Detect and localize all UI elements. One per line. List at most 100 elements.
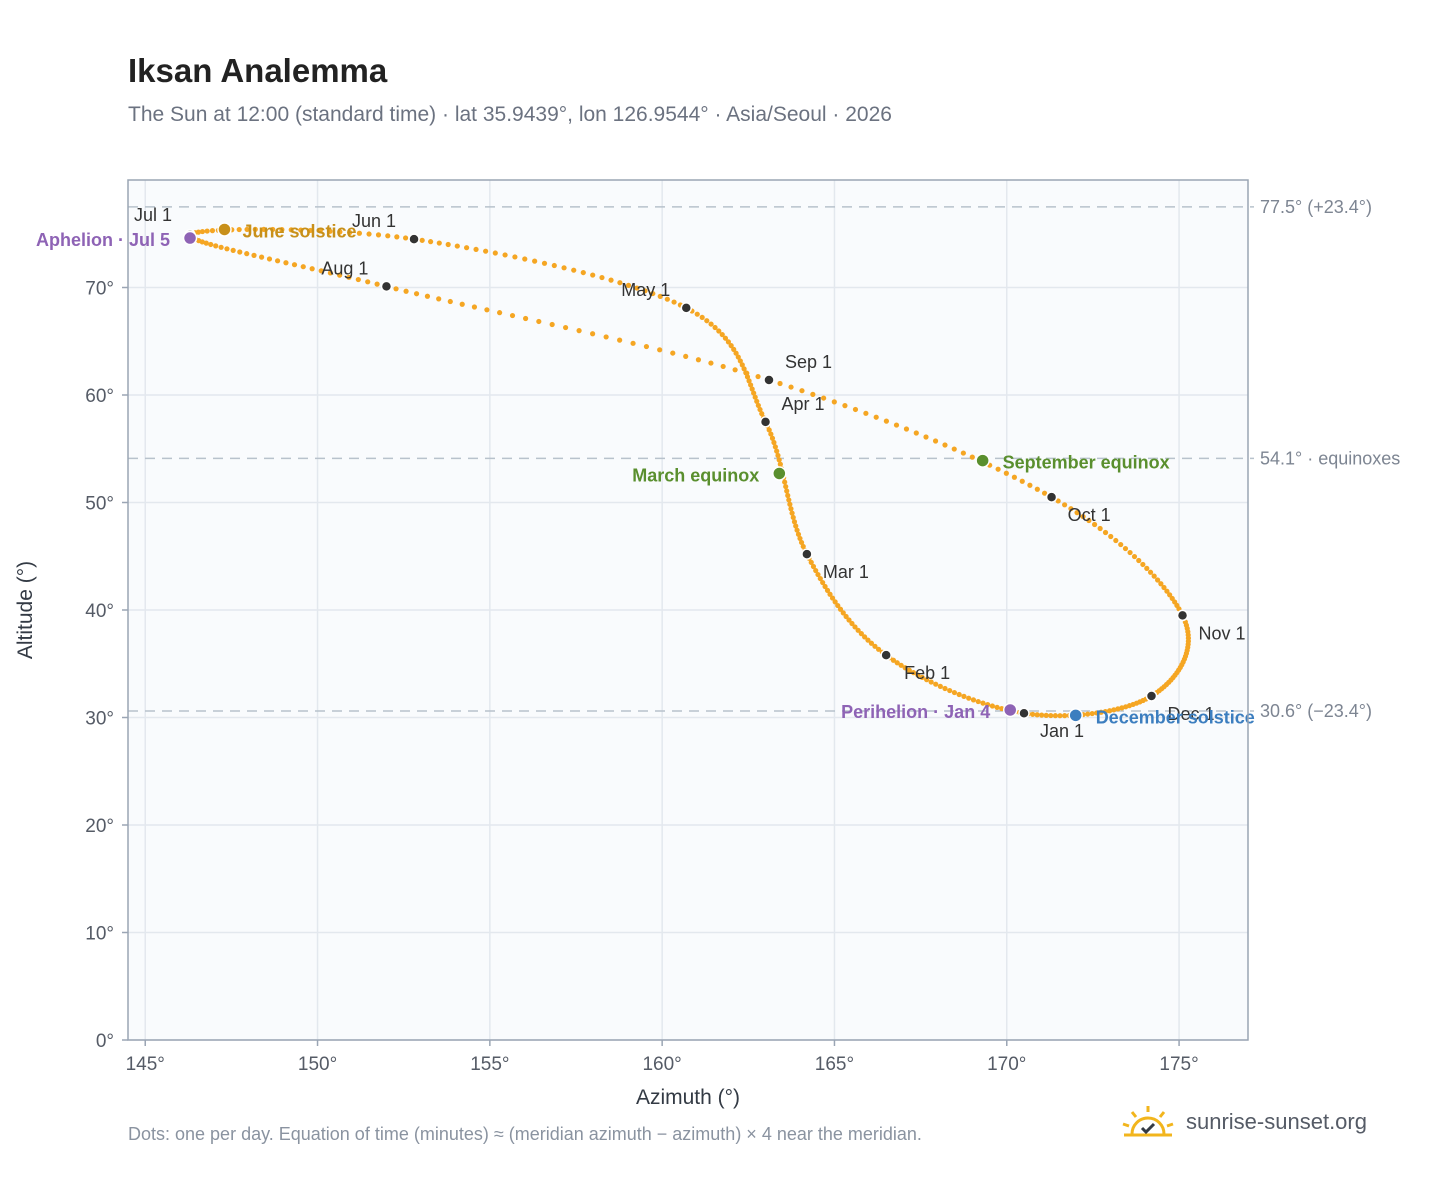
day-dot	[790, 514, 796, 521]
day-dot	[1089, 710, 1095, 717]
day-dot	[346, 274, 352, 280]
day-dot	[712, 324, 718, 331]
day-dot	[793, 523, 799, 529]
day-dot	[694, 311, 700, 317]
month-label: Aug 1	[321, 258, 368, 278]
day-dot	[695, 357, 702, 363]
day-dot	[1115, 706, 1121, 712]
event-label: December solstice	[1096, 707, 1255, 727]
day-dot	[835, 602, 841, 609]
day-dot	[484, 307, 490, 313]
y-tick-label: 10°	[85, 924, 114, 945]
day-dot	[843, 613, 849, 620]
day-dot	[883, 418, 890, 424]
event-marker	[975, 453, 990, 468]
day-dot	[774, 448, 780, 454]
day-dot	[419, 237, 425, 243]
reference-lines: 77.5° (+23.4°) 54.1° · equinoxes 30.6° (−2…	[128, 197, 1400, 721]
day-dot	[617, 337, 623, 343]
day-dot	[1119, 705, 1125, 711]
day-dot	[244, 251, 250, 257]
day-dot	[728, 343, 734, 349]
day-dot	[924, 677, 930, 683]
day-dot	[989, 703, 996, 709]
day-dot	[300, 264, 306, 270]
day-dot	[754, 398, 760, 404]
day-dot	[777, 461, 783, 467]
day-dot	[657, 293, 663, 299]
grid-lines	[128, 180, 1248, 1041]
month-label: Nov 1	[1199, 623, 1246, 643]
event-marker	[1002, 702, 1018, 718]
day-dot	[815, 571, 821, 578]
brand-logo[interactable]: sunrise-sunset.org	[1120, 1100, 1367, 1144]
day-dot	[599, 274, 605, 281]
day-dot	[497, 310, 503, 316]
day-dot	[820, 579, 826, 586]
day-dot	[719, 331, 725, 338]
day-dot	[863, 410, 869, 416]
day-dot	[642, 288, 648, 294]
day-dot	[291, 262, 298, 268]
day-dot	[751, 390, 757, 396]
day-dot	[810, 563, 817, 570]
day-dot	[942, 685, 948, 692]
day-dot	[436, 240, 442, 246]
day-dot	[846, 617, 852, 623]
month-label: Jul 1	[134, 205, 172, 225]
day-dot	[985, 702, 991, 708]
day-dot	[951, 689, 958, 696]
day-dot	[1085, 711, 1091, 717]
analemma-path	[187, 226, 1192, 719]
day-dot	[347, 229, 353, 236]
month-marker	[801, 548, 813, 560]
day-dot	[1127, 549, 1133, 556]
day-dot	[766, 427, 772, 433]
day-dot	[755, 373, 761, 380]
day-dot	[1102, 529, 1109, 536]
day-dot	[1147, 569, 1154, 575]
day-dot	[862, 634, 868, 640]
day-dot	[810, 391, 816, 397]
day-dot	[720, 363, 726, 370]
day-dot	[266, 256, 273, 262]
day-dot	[218, 244, 224, 250]
month-marker	[408, 233, 420, 245]
day-dot	[875, 646, 882, 652]
day-dot	[318, 268, 324, 274]
day-dot	[970, 697, 977, 703]
day-dot	[910, 670, 917, 676]
day-dot	[1144, 565, 1150, 571]
day-dot	[270, 226, 276, 233]
day-dot	[576, 328, 582, 334]
day-dot	[855, 627, 861, 633]
y-tick-label: 70°	[85, 279, 114, 300]
day-dot	[1086, 517, 1092, 524]
day-dot	[1034, 712, 1040, 718]
day-dot	[961, 693, 967, 699]
day-dot	[1057, 713, 1063, 719]
day-dot	[445, 241, 451, 248]
reference-line-label: 54.1° · equinoxes	[1260, 448, 1400, 468]
footer-note: Dots: one per day. Equation of time (min…	[128, 1124, 922, 1144]
event-label: Perihelion · Jan 4	[841, 702, 990, 722]
day-dot	[1094, 710, 1100, 716]
day-dot	[894, 660, 900, 666]
month-label: May 1	[621, 280, 670, 300]
day-dot	[716, 328, 722, 334]
day-dot	[852, 406, 859, 413]
day-dot	[1043, 712, 1049, 718]
day-dot	[1155, 577, 1161, 583]
day-dot	[951, 446, 957, 452]
day-dot	[919, 674, 925, 680]
day-dot	[208, 241, 214, 248]
day-dot	[483, 248, 489, 254]
month-marker	[759, 416, 772, 428]
day-dot	[932, 438, 939, 444]
day-dot	[224, 246, 230, 252]
day-dot	[236, 226, 242, 233]
day-dot	[1091, 521, 1098, 528]
day-dot	[858, 631, 864, 637]
x-tick-label: 155°	[470, 1054, 509, 1075]
day-dot	[942, 442, 948, 448]
